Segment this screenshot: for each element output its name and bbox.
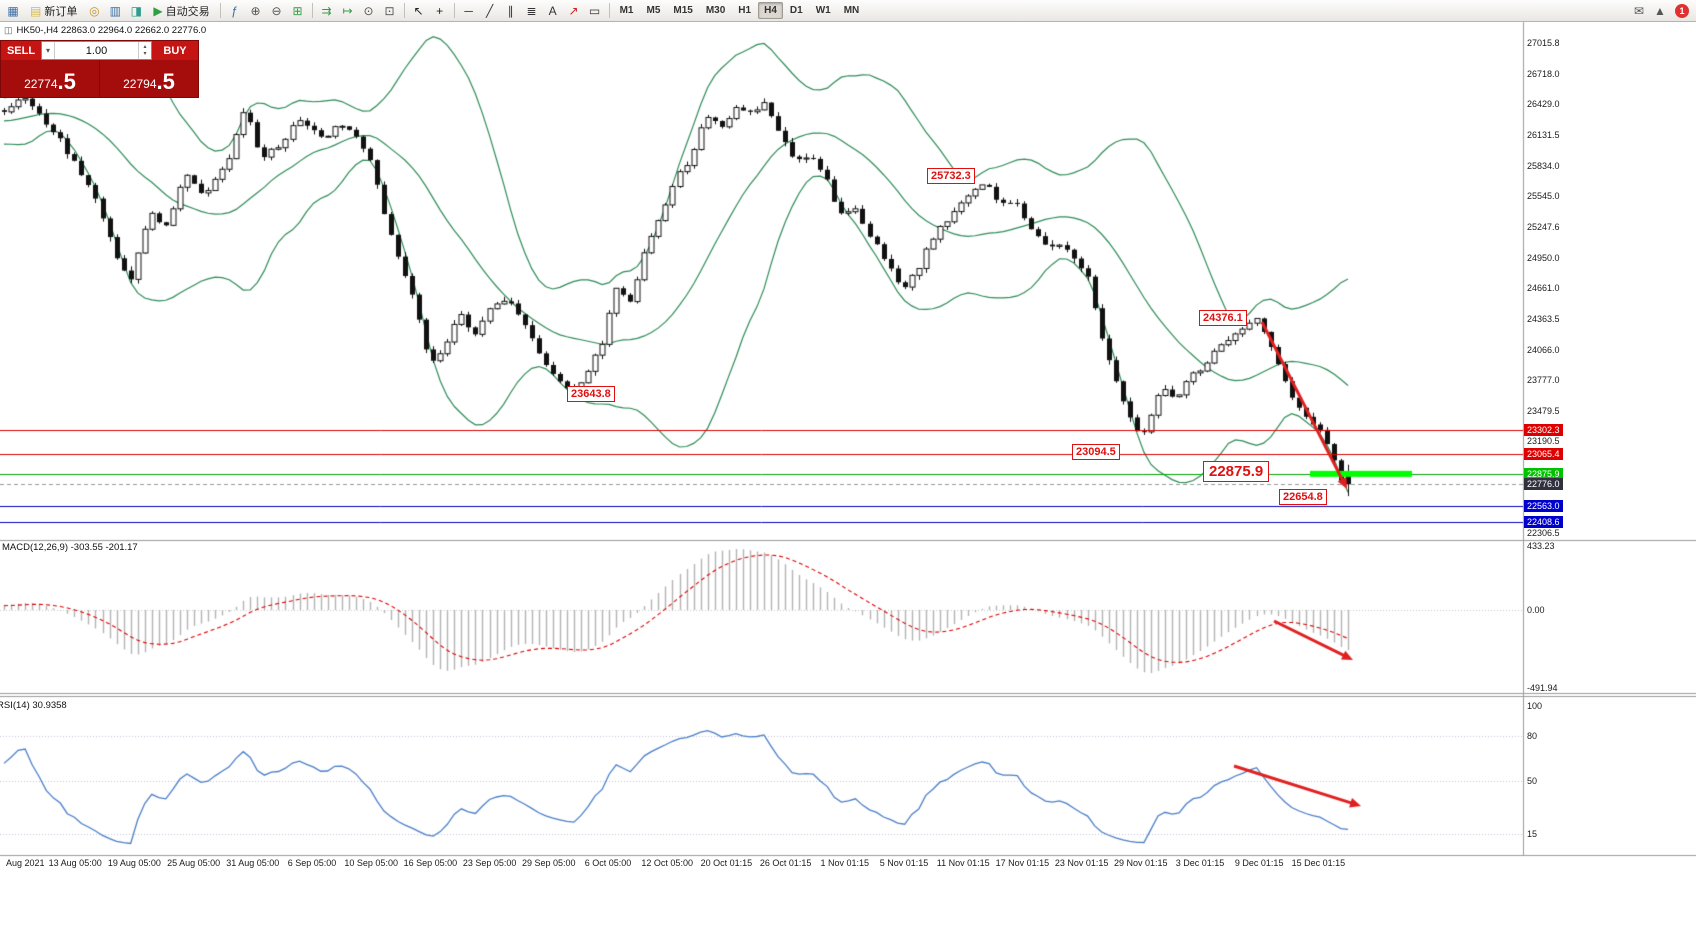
panel-up-icon: ▲ bbox=[1654, 3, 1666, 18]
autotrade-label: 自动交易 bbox=[165, 5, 210, 18]
buy-price-display[interactable]: 22794.5 bbox=[100, 60, 198, 97]
compass-icon: ◎ bbox=[89, 3, 100, 18]
auto-scroll-icon: ⇉ bbox=[321, 3, 332, 18]
sell-price-main: 22774 bbox=[24, 77, 58, 91]
text-tool-button[interactable]: A bbox=[543, 2, 563, 20]
zoom-in-button[interactable]: ⊕ bbox=[246, 2, 266, 20]
zoom-out-button[interactable]: ⊖ bbox=[267, 2, 287, 20]
price-callout[interactable]: 25732.3 bbox=[927, 168, 975, 184]
volume-dropdown-icon[interactable]: ▾ bbox=[42, 42, 55, 59]
new-order-icon: ▤ bbox=[30, 3, 42, 18]
market-watch-icon: ▥ bbox=[109, 3, 122, 18]
timeframe-m1-button[interactable]: M1 bbox=[619, 5, 634, 16]
price-callout[interactable]: 22875.9 bbox=[1203, 461, 1270, 482]
channel-tool-icon: ∥ bbox=[507, 3, 514, 18]
zoom-in-icon: ⊕ bbox=[250, 3, 261, 18]
tile-windows-icon: ⊞ bbox=[292, 3, 303, 18]
buy-price-pips: .5 bbox=[156, 69, 175, 94]
mail-icon: ✉ bbox=[1633, 3, 1645, 18]
timeframe-d1-button[interactable]: D1 bbox=[789, 5, 803, 16]
market-watch-button[interactable]: ▥ bbox=[105, 2, 125, 20]
auto-scroll-button[interactable]: ⇉ bbox=[317, 2, 337, 20]
autotrade-icon: ▶ bbox=[153, 3, 163, 18]
price-callout[interactable]: 23094.5 bbox=[1072, 444, 1120, 460]
periods-button[interactable]: ⊙ bbox=[359, 2, 379, 20]
volume-spinner[interactable]: ▴ ▾ bbox=[138, 42, 151, 59]
panel-up-button[interactable]: ▲ bbox=[1650, 2, 1670, 20]
indicators-button[interactable]: ƒ bbox=[225, 2, 245, 20]
crosshair-button[interactable]: + bbox=[430, 2, 450, 20]
buy-price-main: 22794 bbox=[123, 77, 157, 91]
price-callout[interactable]: 22654.8 bbox=[1279, 489, 1327, 505]
templates-icon: ⊡ bbox=[384, 3, 395, 18]
timeframe-m5-button[interactable]: M5 bbox=[646, 5, 661, 16]
cursor-icon: ↖ bbox=[413, 3, 424, 18]
timeframe-m30-button[interactable]: M30 bbox=[705, 5, 726, 16]
timeframe-h4-button[interactable]: H4 bbox=[758, 2, 783, 19]
periods-icon: ⊙ bbox=[363, 3, 374, 18]
compass-button[interactable]: ◎ bbox=[84, 2, 104, 20]
templates-button[interactable]: ⊡ bbox=[380, 2, 400, 20]
new-chart-icon: ▦ bbox=[7, 3, 19, 18]
tile-windows-button[interactable]: ⊞ bbox=[288, 2, 308, 20]
toolbar-separator bbox=[608, 3, 610, 18]
shapes-tool-icon: ▭ bbox=[588, 3, 601, 18]
volume-up-icon[interactable]: ▴ bbox=[143, 43, 147, 50]
zoom-out-icon: ⊖ bbox=[271, 3, 282, 18]
horizontal-line-tool-button[interactable]: ─ bbox=[459, 2, 479, 20]
volume-value[interactable]: 1.00 bbox=[85, 44, 108, 57]
sell-price-pips: .5 bbox=[57, 69, 76, 94]
toolbar-separator bbox=[453, 3, 455, 18]
timeframe-h1-button[interactable]: H1 bbox=[738, 5, 752, 16]
autotrade-button[interactable]: ▶ 自动交易 bbox=[147, 2, 215, 20]
toolbar: ▦ ▤ 新订单 ◎ ▥ ◨ ▶ 自动交易 ƒ ⊕ ⊖ ⊞ ⇉ ↦ ⊙ ⊡ ↖ + ─ ╱ ∥ ≣ A ↗ ▭ M1 M5 M15 M30… bbox=[0, 0, 1696, 22]
volume-control[interactable]: ▾ 1.00 ▴ ▾ bbox=[41, 41, 152, 60]
trendline-tool-icon: ╱ bbox=[485, 3, 494, 18]
chart-shift-button[interactable]: ↦ bbox=[338, 2, 358, 20]
new-order-label: 新订单 bbox=[44, 5, 78, 18]
cursor-button[interactable]: ↖ bbox=[409, 2, 429, 20]
shapes-tool-button[interactable]: ▭ bbox=[585, 2, 605, 20]
notification-badge[interactable]: 1 bbox=[1675, 3, 1689, 18]
fibonacci-tool-button[interactable]: ≣ bbox=[522, 2, 542, 20]
text-tool-icon: A bbox=[548, 3, 557, 18]
toolbar-separator bbox=[403, 3, 405, 18]
buy-button[interactable]: BUY bbox=[152, 41, 198, 60]
mail-button[interactable]: ✉ bbox=[1629, 2, 1649, 20]
horizontal-line-tool-icon: ─ bbox=[464, 3, 473, 18]
price-callout[interactable]: 24376.1 bbox=[1199, 310, 1247, 326]
new-order-button[interactable]: ▤ 新订单 bbox=[24, 2, 83, 20]
volume-down-icon[interactable]: ▾ bbox=[143, 50, 147, 57]
data-window-button[interactable]: ◨ bbox=[126, 2, 146, 20]
trendline-tool-button[interactable]: ╱ bbox=[480, 2, 500, 20]
sell-button[interactable]: SELL bbox=[1, 41, 41, 60]
timeframe-mn-button[interactable]: MN bbox=[843, 5, 860, 16]
indicators-icon: ƒ bbox=[231, 3, 238, 18]
crosshair-icon: + bbox=[436, 3, 444, 18]
arrow-tool-icon: ↗ bbox=[568, 3, 579, 18]
new-chart-button[interactable]: ▦ bbox=[3, 2, 23, 20]
toolbar-separator bbox=[219, 3, 221, 18]
price-callout[interactable]: 23643.8 bbox=[567, 386, 615, 402]
timeframe-w1-button[interactable]: W1 bbox=[815, 5, 831, 16]
sell-price-display[interactable]: 22774.5 bbox=[1, 60, 100, 97]
one-click-trading-panel: SELL ▾ 1.00 ▴ ▾ BUY 22774.5 22794.5 bbox=[0, 40, 199, 98]
chart-shift-icon: ↦ bbox=[342, 3, 353, 18]
toolbar-separator bbox=[311, 3, 313, 18]
arrow-tool-button[interactable]: ↗ bbox=[564, 2, 584, 20]
channel-tool-button[interactable]: ∥ bbox=[501, 2, 521, 20]
fibonacci-tool-icon: ≣ bbox=[526, 3, 537, 18]
timeframe-m15-button[interactable]: M15 bbox=[673, 5, 693, 16]
data-window-icon: ◨ bbox=[130, 3, 143, 18]
